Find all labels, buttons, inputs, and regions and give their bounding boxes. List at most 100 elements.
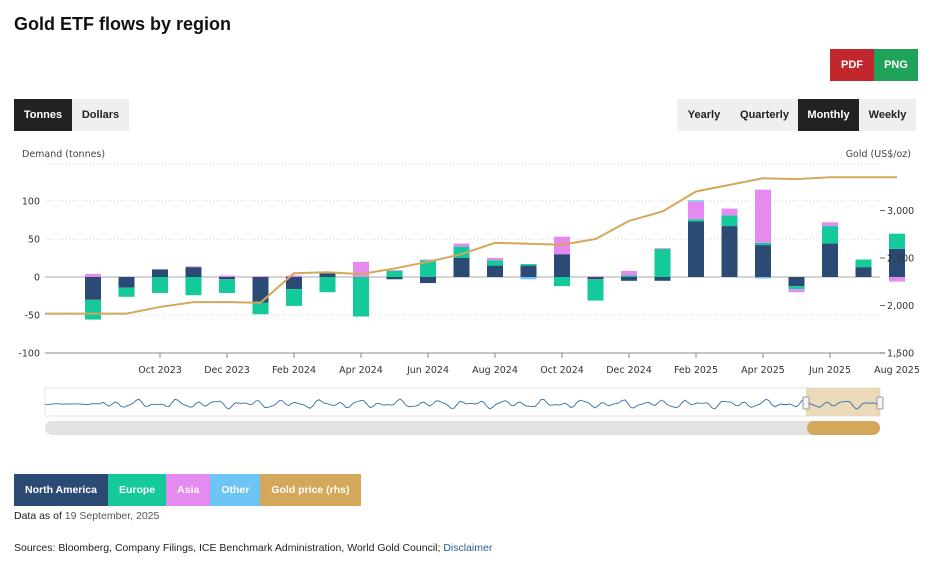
weekly-button[interactable]: Weekly: [868, 109, 907, 121]
range-navigator[interactable]: [44, 387, 884, 435]
bar-segment: [855, 267, 872, 277]
bar-segment: [721, 208, 738, 216]
export-buttons: PDF PNG: [830, 49, 918, 81]
bar-segment: [621, 277, 637, 281]
y-left-axis-title: Demand (tonnes): [22, 149, 105, 160]
bar-segment: [721, 226, 738, 277]
tonnes-button[interactable]: Tonnes: [14, 99, 72, 131]
bar-segment: [420, 260, 436, 277]
legend-other[interactable]: Other: [210, 474, 261, 506]
bar-segment: [688, 201, 704, 220]
bar-segment: [319, 273, 336, 277]
bar-segment: [755, 245, 771, 277]
x-tick-label: Feb 2025: [674, 365, 718, 376]
bar-segment: [118, 287, 135, 297]
legend-asia[interactable]: Asia: [166, 474, 211, 506]
navigator-series: [44, 398, 881, 410]
bar-segment: [219, 275, 235, 277]
bar-segment: [621, 270, 637, 276]
y-right-axis-title: Gold (US$/oz): [846, 149, 911, 160]
bar-segment: [822, 222, 838, 227]
bar-segment: [520, 265, 537, 277]
bar-segment: [252, 277, 269, 303]
navigator-handle: [802, 396, 810, 410]
legend-north-america[interactable]: North America: [14, 474, 108, 506]
png-export-button[interactable]: PNG: [874, 49, 918, 81]
disclaimer-link[interactable]: Disclaimer: [443, 542, 493, 554]
bar-segment: [520, 277, 537, 280]
unit-toggle: Tonnes Dollars: [14, 99, 129, 131]
bar-segment: [185, 267, 202, 277]
navigator-handle: [876, 396, 884, 410]
bar-segment: [286, 275, 302, 277]
bar-segment: [219, 277, 235, 280]
bar-segment: [152, 277, 168, 293]
bar-segment: [152, 269, 168, 277]
bar-segment: [554, 254, 570, 277]
data-as-of: Data as of 19 September, 2025: [14, 510, 159, 522]
bar-segment: [219, 279, 235, 293]
yearly-button[interactable]: Yearly: [687, 109, 721, 121]
bar-segment: [319, 277, 336, 293]
monthly-button[interactable]: Monthly: [798, 99, 859, 131]
bar-segment: [353, 277, 369, 317]
bar-segment: [487, 258, 503, 261]
bar-segment: [822, 243, 838, 277]
bar-segment: [420, 259, 436, 261]
y-right-tick-label: 1,500: [887, 349, 914, 360]
bar-segment: [855, 259, 872, 268]
bar-segment: [889, 277, 905, 282]
bar-segment: [185, 277, 202, 296]
y-left-tick-label: 50: [28, 235, 40, 246]
bar-segment: [654, 248, 671, 249]
bar-segment: [788, 286, 805, 290]
bar-segment: [788, 277, 805, 287]
bar-segment: [487, 260, 503, 266]
navigator-scrollbar-thumb: [807, 421, 880, 435]
bar-segment: [889, 233, 905, 249]
bar-segment: [721, 215, 738, 227]
bar-segment: [286, 277, 302, 290]
sources-text: Sources: Bloomberg, Company Filings, ICE…: [14, 542, 444, 554]
x-tick-label: Jun 2025: [808, 365, 851, 376]
bar-segment: [520, 264, 537, 266]
etf-flows-chart: Demand (tonnes) Gold (US$/oz) 100 50 0 -50 -…: [18, 149, 920, 435]
page-title: Gold ETF flows by region: [14, 14, 232, 34]
bar-segment: [621, 275, 637, 277]
bar-segment: [85, 273, 101, 277]
bar-segment: [85, 299, 101, 320]
sources: Sources: Bloomberg, Company Filings, ICE…: [14, 542, 492, 554]
bar-segment: [386, 277, 403, 280]
x-tick-label: Dec 2023: [204, 365, 250, 376]
bar-segment: [453, 246, 470, 258]
gold-price-line: [45, 176, 897, 315]
bar-segment: [688, 221, 704, 277]
bar-segment: [587, 277, 604, 280]
legend-gold-price[interactable]: Gold price (rhs): [260, 474, 361, 506]
y-left-tick-label: 0: [34, 273, 40, 284]
dollars-button[interactable]: Dollars: [81, 109, 120, 121]
bar-segment: [654, 248, 671, 277]
x-tick-label: Oct 2023: [138, 365, 182, 376]
y-right-tick-label: 3,000: [887, 206, 914, 217]
bar-segment: [185, 266, 202, 268]
pdf-export-button[interactable]: PDF: [830, 49, 874, 81]
bars: [85, 189, 905, 320]
quarterly-button[interactable]: Quarterly: [740, 109, 789, 121]
bar-segment: [118, 277, 135, 288]
x-tick-label: Feb 2024: [272, 365, 316, 376]
bar-segment: [252, 276, 269, 278]
bar-segment: [822, 226, 838, 244]
bar-segment: [889, 248, 905, 277]
data-as-of-label: Data as of: [14, 510, 65, 522]
bar-segment: [453, 243, 470, 247]
bar-segment: [286, 289, 302, 306]
x-tick-label: Jun 2024: [406, 365, 449, 376]
legend-europe[interactable]: Europe: [107, 474, 167, 506]
bar-segment: [587, 276, 604, 278]
x-tick-label: Apr 2025: [741, 365, 785, 376]
bar-segment: [420, 277, 436, 284]
period-toggle: Yearly Quarterly Monthly Weekly: [677, 99, 916, 131]
bar-segment: [487, 265, 503, 277]
bar-segment: [85, 277, 101, 300]
